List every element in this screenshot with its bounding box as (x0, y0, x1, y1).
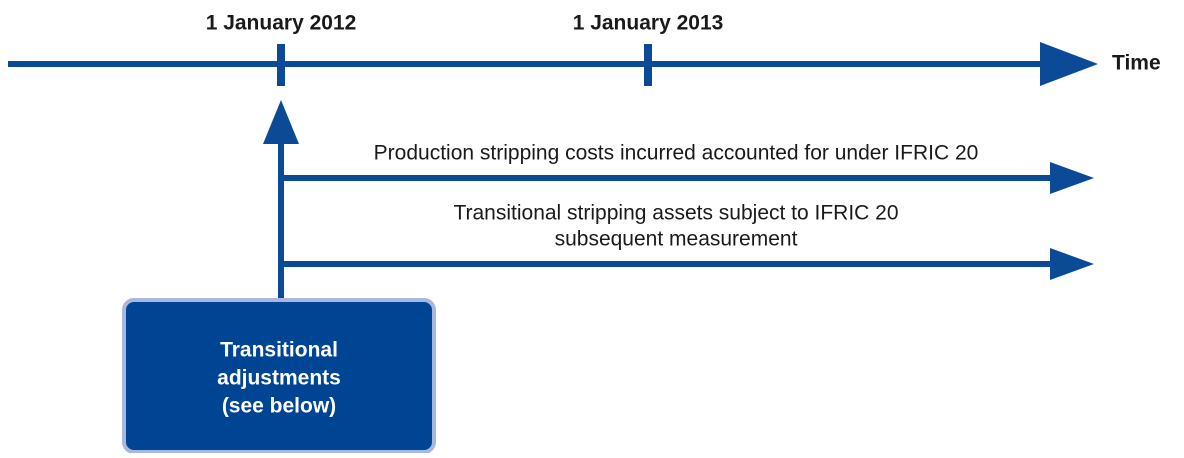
date-label: 1 January 2013 (573, 12, 724, 35)
arrow-label: Production stripping costs incurred acco… (374, 142, 979, 165)
timeline-arrowhead (1040, 42, 1098, 86)
box-label: Transitional (220, 339, 338, 362)
date-label: 1 January 2012 (206, 12, 357, 35)
arrow-label: Transitional stripping assets subject to… (453, 202, 898, 225)
axis-label: Time (1112, 52, 1161, 75)
arrowhead (1050, 162, 1094, 194)
arrow-label: subsequent measurement (555, 228, 798, 251)
box-label: adjustments (217, 367, 341, 390)
box (122, 298, 436, 454)
box-label: (see below) (222, 395, 336, 418)
vertical-arrowhead (263, 100, 299, 144)
arrowhead (1050, 248, 1094, 280)
